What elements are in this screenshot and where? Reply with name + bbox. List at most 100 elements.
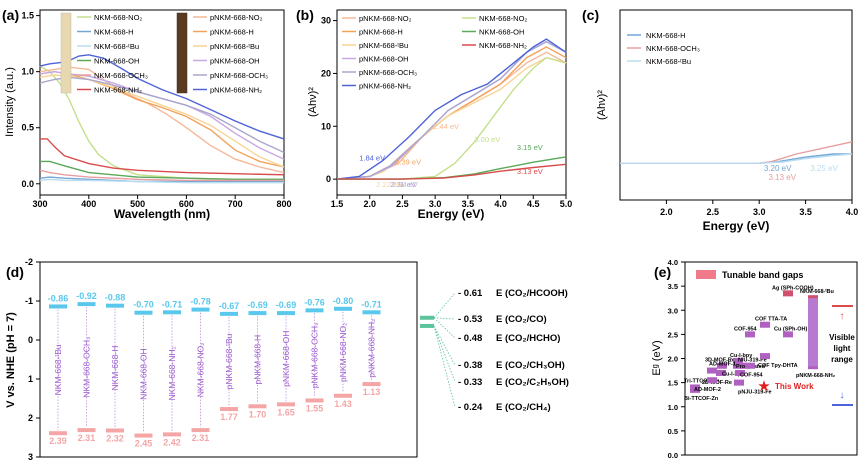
panel-a-label: (a) [2,7,19,23]
panel-c-annotation: 3.20 eV [764,164,792,173]
star-icon: ★ [757,378,770,395]
vbm-value-label: 2.32 [106,433,124,443]
panel-b-legend-item: NKM-668-NH₂ [479,41,527,50]
cbm-value-label: -0.69 [276,300,297,310]
panel-c-legend-item: NKM-668-ᵗBu [646,57,691,66]
potential-value: - 0.48 [458,333,482,344]
panel-a-legend-item: pNKM-668-OCH₃ [210,71,268,80]
cbm-bar [248,311,267,316]
panel-c-line-1 [620,141,853,164]
panel-e-legend-swatch [696,270,716,279]
panel-a-legend-item: NKM-668-OH [94,57,139,66]
panel-a-xlabel: Wavelength (nm) [114,207,210,221]
panel-a-y-ticks: 0.0 0.5 1.0 1.5 [21,11,40,189]
vbm-value-label: 2.39 [49,436,67,446]
panel-b-xtick-label: 5.0 [560,199,573,209]
material-name-label: NKM-668-OH [139,348,149,399]
material-name-label: pNKM-668-ᵗBu [224,333,234,389]
panel-a-ytick-label: 1.5 [21,11,34,21]
panel-b-ytick-label: 10 [321,121,331,131]
vial-photo-left [60,12,72,94]
panel-b-annotation: 2.31 eV [390,180,416,189]
this-work-label: This Work [775,382,814,391]
vbm-value-label: 1.13 [363,387,381,397]
potential-value: - 0.24 [458,402,483,413]
panel-c-xtick-label: 3.5 [799,207,812,217]
panel-c-label: (c) [582,7,599,23]
panel-a-ytick-label: 0.5 [21,123,34,133]
bandgap-bar [717,362,727,369]
vbm-bar [106,428,124,433]
panel-a-xtick-label: 600 [179,199,194,209]
panel-d-potentials: - 0.61 E (CO₂/HCOOH) - 0.53 E (CO₂/CO) - 0.4… [420,288,569,413]
panel-c-xtick-label: 2.0 [660,207,673,217]
vbm-value-label: 1.43 [334,399,352,409]
panel-a-legend-item: NKM-668-ᵗBu [94,42,139,51]
panel-b-xtick-label: 4.5 [527,199,540,209]
visible-range-text-3: range [831,355,853,364]
panel-b-xlabel: Energy (eV) [418,207,485,221]
bandgap-label: Cu-I-bpy [722,372,745,378]
bandgap-bar [760,321,770,328]
bandgap-bar [745,362,755,369]
panel-b-legend-item: pNKM-668-OH [359,55,409,64]
material-name-label: pNKM-668-OCH₃ [310,322,320,388]
panel-d-ytick-label: 3 [28,452,33,462]
potential-couple: E (CO₂/CO) [496,314,547,325]
visible-range-down-arrow: ↓ [840,390,845,401]
material-name-label: NKM-668-H [110,346,120,391]
panel-b-annotations: 1.84 eV 2.31 eV2.34 eV2.22 eV 2.39 eV 2.44 … [359,122,543,189]
panel-e-legend: Tunable band gaps [696,270,803,280]
panel-d: (d) -2 -1 0 1 2 3 V vs. NHE (pH = 7) -0.86 2.3… [5,257,569,462]
panel-b-legend-item: NKM-668-NO₂ [479,14,527,23]
potential-bar-upper [420,315,434,320]
panel-a-line-3 [40,160,284,180]
cbm-bar [334,306,352,311]
potential-connector [433,325,456,383]
bandgap-label: Bi-TTCOF-Zn [684,396,719,402]
bandgap-bar [716,369,726,376]
cbm-value-label: -0.70 [133,300,154,310]
bandgap-bar [707,367,717,374]
vbm-bar [220,407,238,412]
vbm-value-label: 1.55 [306,403,324,413]
bandgap-bar [760,353,770,360]
cbm-value-label: -0.67 [219,301,240,311]
panel-d-ytick-label: 2 [28,413,33,423]
panel-b-line-5 [336,38,567,180]
panel-c-xtick-label: 3.0 [753,207,766,217]
cbm-bar [362,310,381,315]
panel-a-line-2 [39,178,284,184]
panel-b-frame [336,9,567,196]
panel-c-xlabel: Energy (eV) [703,219,770,233]
panel-a-legend-item: NKM-668-NH₂ [94,86,142,95]
panel-c-ylabel: (Ahν)² [596,90,608,120]
visible-range-marker: ↑ ↓ Visible light range [829,305,855,406]
vbm-bar [305,398,324,403]
panel-b-y-ticks: 0 10 20 30 [321,16,337,184]
panel-b-xtick-label: 2.5 [396,199,409,209]
panel-d-frame [39,261,418,458]
vbm-bar [134,433,153,438]
vbm-value-label: 2.31 [78,433,96,443]
panel-a-legend-item: NKM-668-OCH₃ [94,71,148,80]
cbm-bar [191,307,210,312]
panel-a-line-5 [40,138,285,176]
potential-couple: E (CO₂/HCHO) [496,333,560,344]
panel-d-ytick-label: -1 [25,296,33,306]
panel-b-xtick-label: 2.0 [363,199,376,209]
panel-e-ytick-label: 4.0 [668,258,678,267]
vbm-value-label: 2.31 [192,433,210,443]
panel-e-ytick-label: 1.0 [668,403,678,412]
panel-b-xtick-label: 1.5 [331,199,344,209]
panel-b-annotation: 2.34 eV [392,180,418,189]
panel-c-line-2 [620,153,853,164]
panel-c-series [620,141,853,164]
cbm-bar [277,311,295,316]
panel-e-label: (e) [654,264,671,280]
panel-b-legend-item: NKM-668-OH [479,28,524,37]
bandgap-label: Cu-I-bpy [730,353,753,359]
panel-b-annotation: 3.00 eV [474,135,500,144]
panel-e-ytick-label: 2.5 [668,330,678,339]
potential-couple: E (CO₂/CH₄) [496,402,551,413]
